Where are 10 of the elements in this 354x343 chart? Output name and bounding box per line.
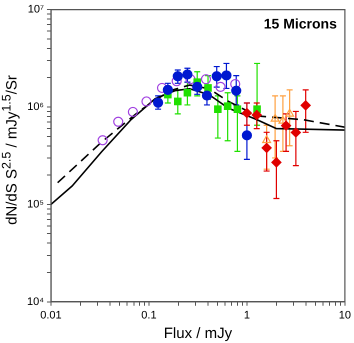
x-tick-label: 0.1 [141, 309, 157, 322]
x-tick-label: 0.01 [40, 309, 62, 322]
x-tick-label: 1 [244, 309, 250, 322]
y-tick-label: 10⁴ [26, 296, 44, 308]
annotation: 15 Microns [264, 15, 338, 32]
x-tick-label: 10 [338, 309, 352, 322]
x-axis-title: Flux / mJy [164, 325, 233, 342]
y-tick-label: 10⁶ [27, 101, 44, 114]
y-tick-label: 10⁷ [28, 4, 44, 16]
y-tick-label: 10⁵ [27, 198, 44, 210]
